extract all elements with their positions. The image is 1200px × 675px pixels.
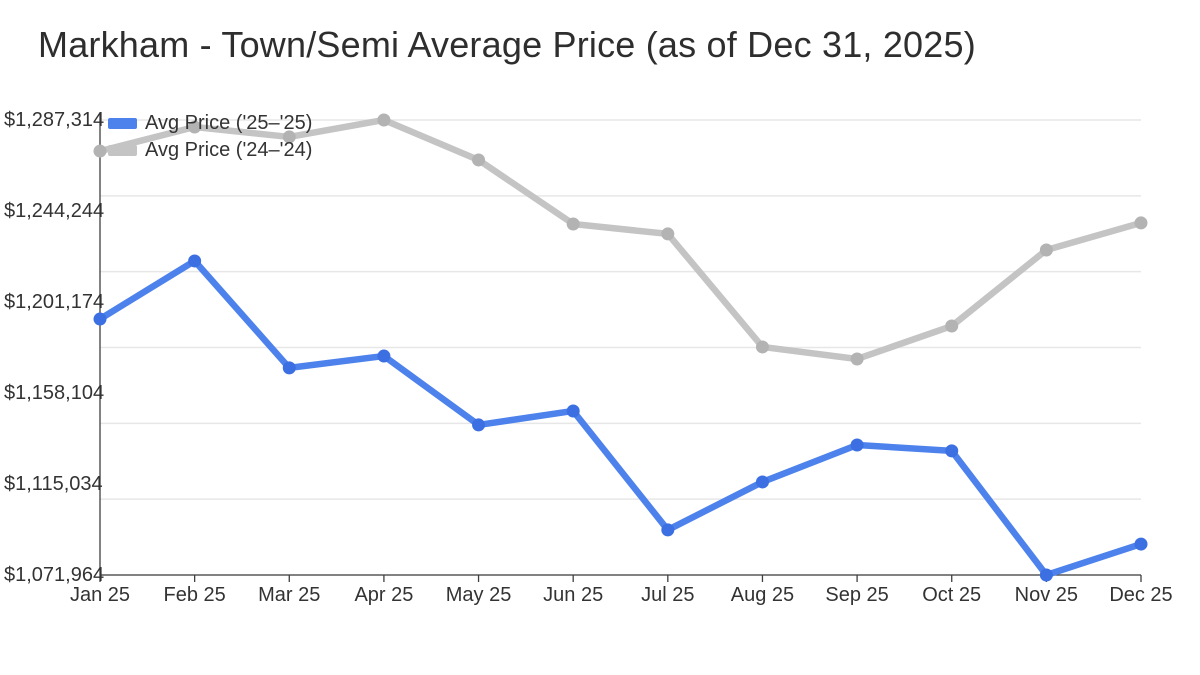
data-point[interactable] (850, 438, 864, 452)
data-point[interactable] (945, 444, 959, 458)
x-axis-tick-label: Apr 25 (354, 584, 414, 606)
data-point[interactable] (566, 217, 580, 231)
y-axis-tick-label: $1,071,964 (4, 564, 105, 586)
data-point[interactable] (1134, 537, 1148, 551)
y-axis-tick-label: $1,201,174 (4, 291, 105, 313)
legend-swatch-24-icon (108, 145, 137, 156)
data-point[interactable] (661, 523, 675, 537)
data-point[interactable] (472, 418, 486, 432)
legend-swatch-25-icon (108, 118, 137, 129)
x-axis-tick-label: May 25 (445, 584, 512, 606)
data-point[interactable] (661, 227, 675, 241)
legend-label-24: Avg Price ('24–'24) (145, 139, 313, 161)
chart-legend: Avg Price ('25–'25) Avg Price ('24–'24) (108, 110, 312, 164)
chart-title: Markham - Town/Semi Average Price (as of… (38, 24, 976, 65)
data-point[interactable] (945, 319, 959, 333)
data-point[interactable] (1039, 568, 1053, 582)
x-axis-tick-label: Feb 25 (163, 584, 226, 606)
y-axis-tick-label: $1,158,104 (4, 382, 105, 404)
y-axis-tick-label: $1,287,314 (4, 109, 105, 131)
legend-item-avg-price-24[interactable]: Avg Price ('24–'24) (108, 137, 312, 164)
y-axis-tick-label: $1,244,244 (4, 200, 105, 222)
data-point[interactable] (282, 130, 296, 144)
data-point[interactable] (755, 475, 769, 489)
data-point[interactable] (93, 312, 107, 326)
legend-item-avg-price-25[interactable]: Avg Price ('25–'25) (108, 110, 312, 137)
x-axis-tick-label: Jul 25 (641, 584, 695, 606)
data-point[interactable] (188, 254, 202, 268)
y-axis-tick-label: $1,115,034 (4, 473, 103, 495)
series-line-avg-price-25-25- (96, 257, 1145, 579)
data-point[interactable] (755, 340, 769, 354)
data-point[interactable] (850, 352, 864, 366)
x-axis-tick-label: Aug 25 (730, 584, 795, 606)
x-axis-tick-label: Oct 25 (922, 584, 982, 606)
x-axis-tick-label: Mar 25 (258, 584, 321, 606)
data-point[interactable] (1134, 216, 1148, 230)
data-point[interactable] (377, 349, 391, 363)
data-point[interactable] (188, 120, 202, 134)
x-axis-tick-label: Dec 25 (1109, 584, 1173, 606)
data-point[interactable] (93, 144, 107, 158)
x-axis-tick-label: Jun 25 (543, 584, 604, 606)
x-axis-tick-label: Nov 25 (1014, 584, 1079, 606)
x-axis-tick-label: Jan 25 (69, 584, 131, 606)
x-axis-tick-label: Sep 25 (825, 584, 889, 606)
data-point[interactable] (1039, 243, 1053, 257)
data-point[interactable] (377, 113, 391, 127)
legend-label-25: Avg Price ('25–'25) (145, 112, 313, 134)
data-point[interactable] (566, 404, 580, 418)
data-point[interactable] (282, 361, 296, 375)
data-point[interactable] (472, 153, 486, 167)
series-line-avg-price-24-24- (96, 116, 1145, 363)
